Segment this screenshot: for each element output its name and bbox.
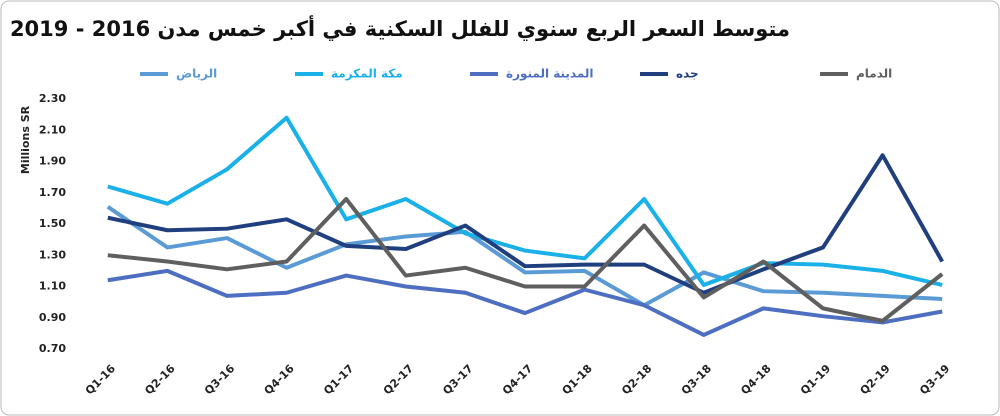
y-tick-label: 2.30 xyxy=(39,92,66,105)
y-tick-label: 2.10 xyxy=(39,123,66,136)
legend-label: مكة المكرمة xyxy=(331,67,403,81)
y-tick-label: 1.50 xyxy=(39,217,66,230)
y-tick-label: 0.70 xyxy=(39,342,66,355)
legend-label: الرياض xyxy=(176,67,217,81)
series-line xyxy=(107,115,943,287)
legend-label: الدمام xyxy=(856,67,892,82)
y-tick-label: 1.10 xyxy=(39,280,66,293)
legend-label: جده xyxy=(676,67,699,81)
y-tick-label: 1.90 xyxy=(39,155,66,168)
y-tick-label: 1.30 xyxy=(39,248,66,261)
y-tick-label: 1.70 xyxy=(39,186,66,199)
series-line xyxy=(107,268,943,337)
y-tick-label: 0.90 xyxy=(39,311,66,324)
chart-title: متوسط السعر الربع سنوي للفلل السكنية في … xyxy=(10,14,790,42)
legend-label: المدينة المنورة xyxy=(506,67,594,82)
y-axis-label: Millions SR xyxy=(19,105,32,174)
series-line xyxy=(107,197,944,323)
series-line xyxy=(107,153,944,295)
